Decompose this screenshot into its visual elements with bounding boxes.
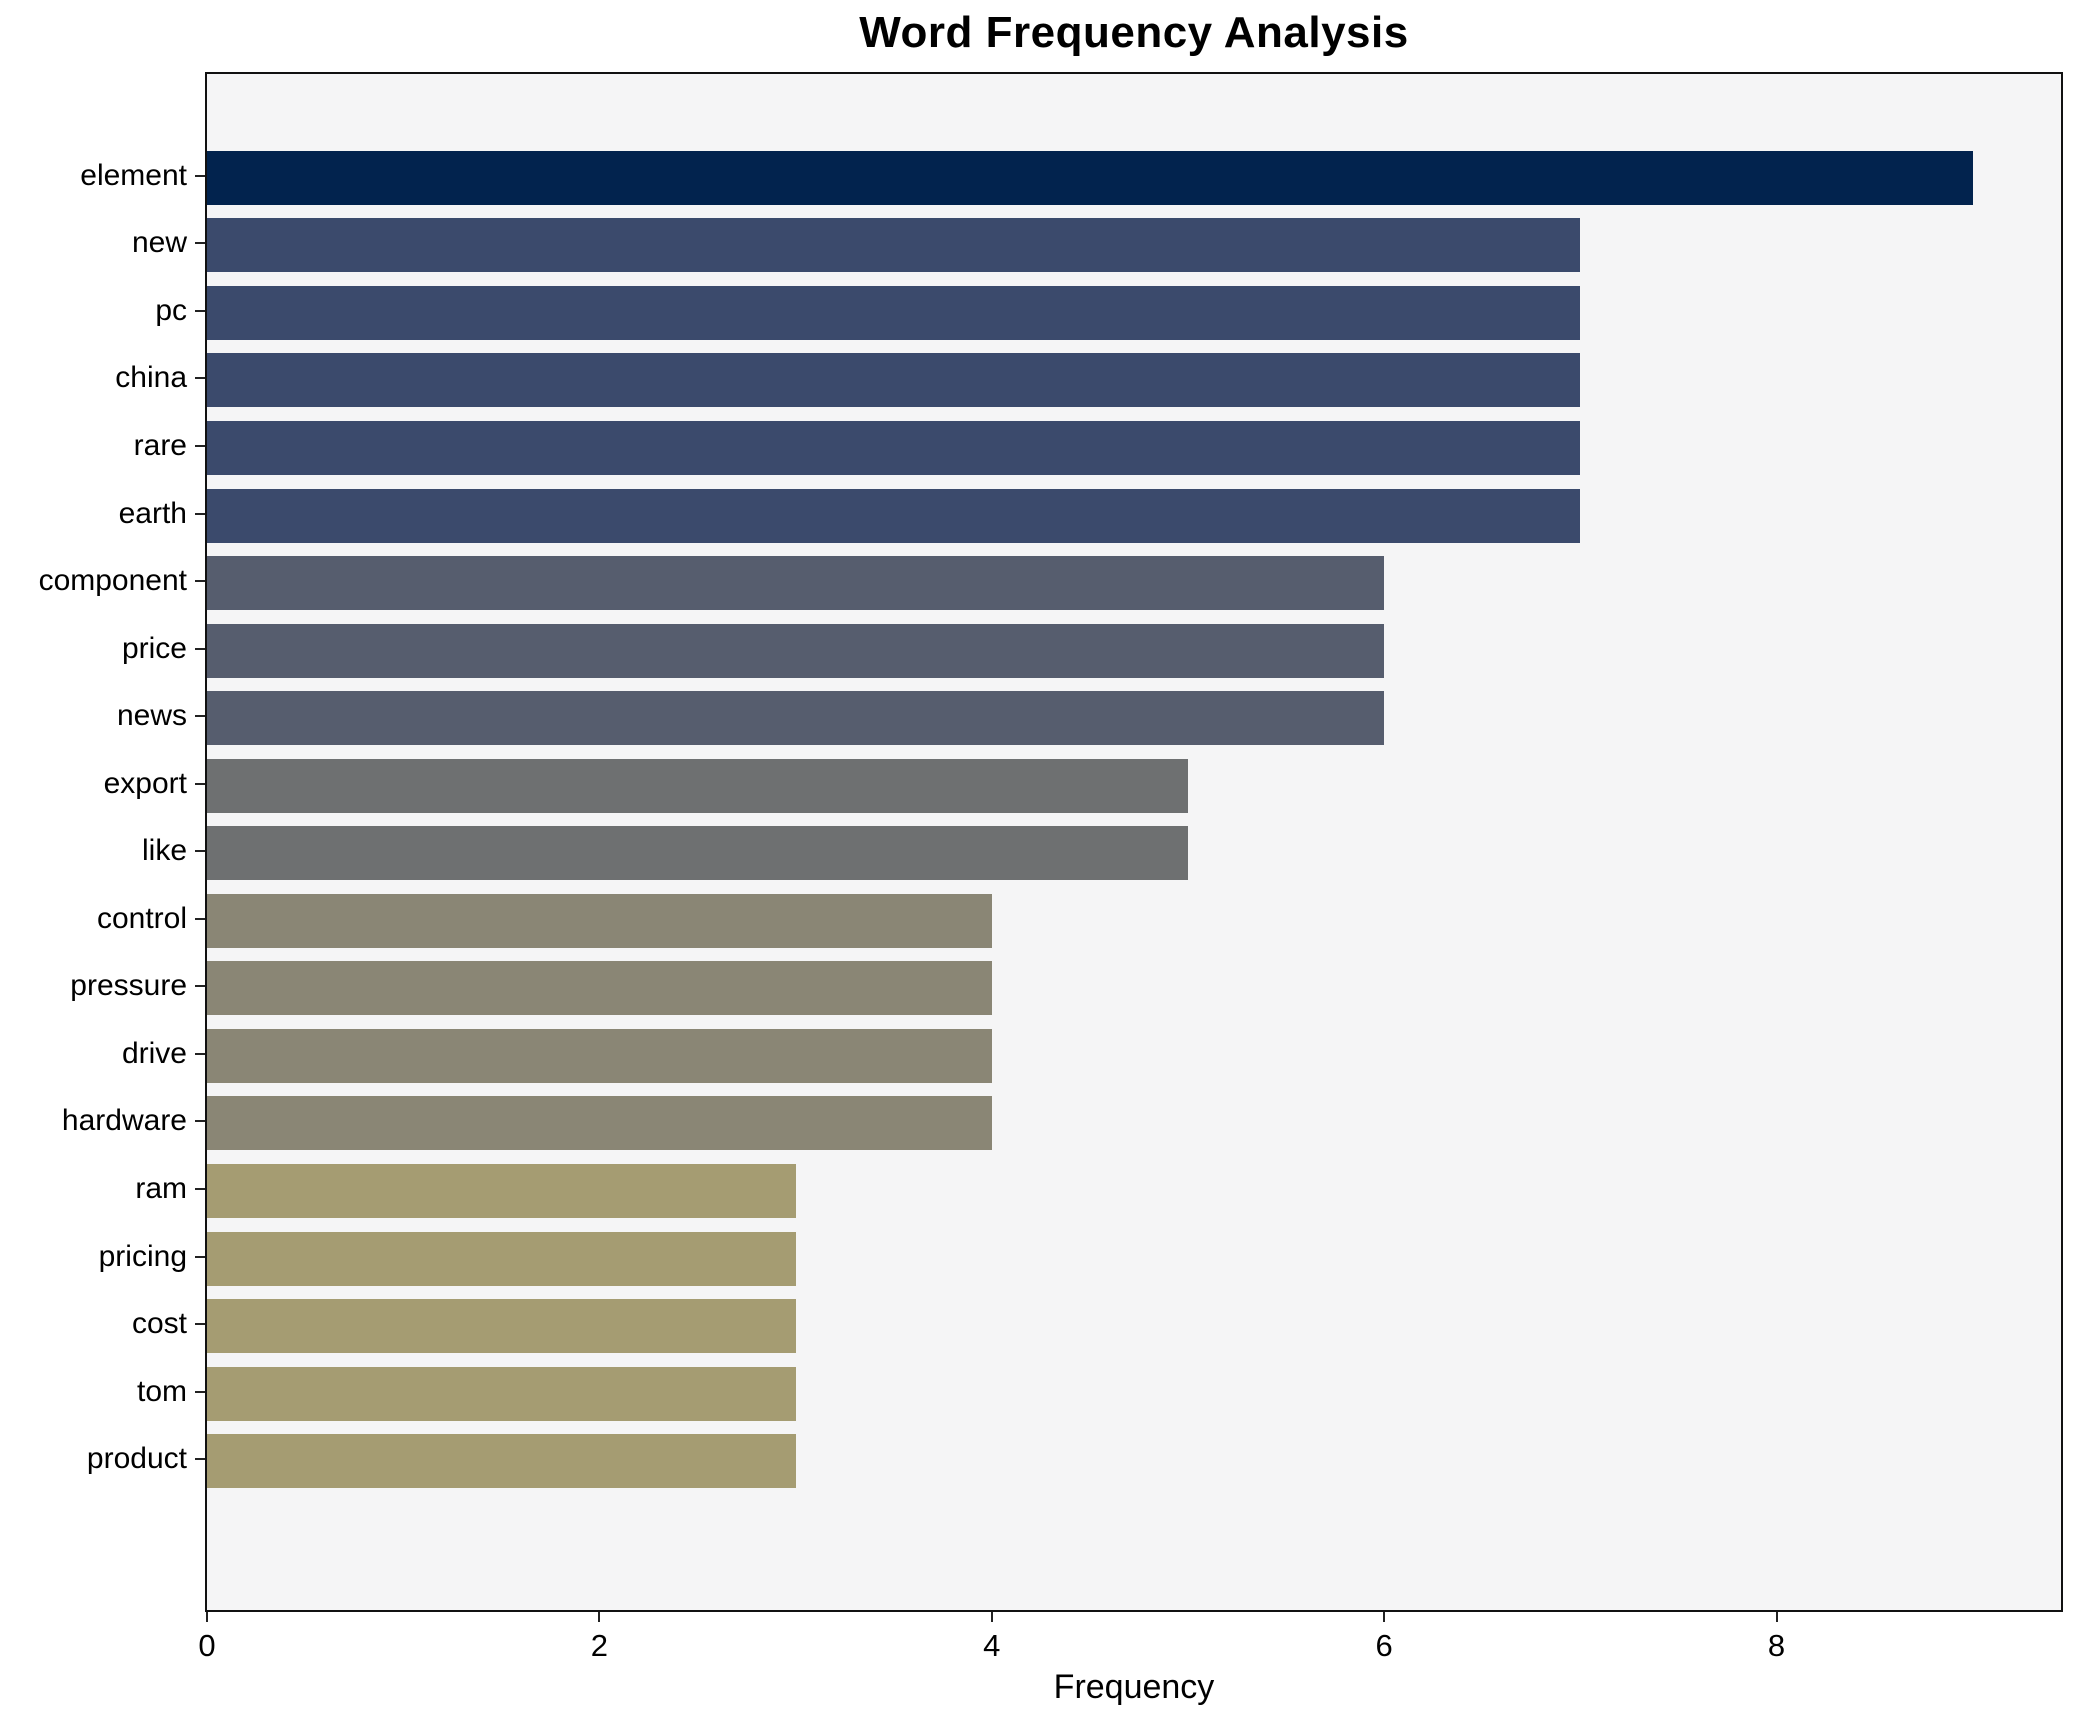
y-tick-mark xyxy=(195,1188,205,1191)
x-tick-mark xyxy=(1775,1612,1778,1622)
plot-area xyxy=(205,72,2063,1612)
bar-china xyxy=(207,353,1581,408)
y-tick-mark xyxy=(195,1323,205,1326)
y-tick-mark xyxy=(195,647,205,650)
bar-hardware xyxy=(207,1096,992,1151)
y-tick-label: news xyxy=(116,699,187,733)
bar-earth xyxy=(207,488,1581,543)
x-axis-label: Frequency xyxy=(1053,1668,1215,1706)
y-tick-mark xyxy=(195,580,205,583)
y-tick-label: cost xyxy=(131,1307,187,1341)
bar-element xyxy=(207,150,1973,205)
y-tick-label: new xyxy=(131,226,187,260)
y-tick-mark xyxy=(195,782,205,785)
y-tick-mark xyxy=(195,1052,205,1055)
bar-drive xyxy=(207,1028,992,1083)
y-tick-mark xyxy=(195,850,205,853)
y-tick-label: control xyxy=(96,901,187,935)
y-tick-mark xyxy=(195,444,205,447)
y-tick-label: china xyxy=(115,361,187,395)
y-tick-mark xyxy=(195,377,205,380)
y-tick-label: pricing xyxy=(98,1239,187,1273)
y-tick-mark xyxy=(195,715,205,718)
x-tick-label: 2 xyxy=(590,1628,608,1663)
y-tick-label: product xyxy=(86,1442,187,1476)
bar-cost xyxy=(207,1299,796,1354)
y-tick-label: pressure xyxy=(70,969,187,1003)
y-tick-mark xyxy=(195,242,205,245)
x-tick-mark xyxy=(990,1612,993,1622)
y-tick-label: element xyxy=(80,158,187,192)
bar-ram xyxy=(207,1164,796,1219)
y-tick-label: component xyxy=(38,564,187,598)
y-tick-label: export xyxy=(103,766,187,800)
y-tick-label: earth xyxy=(118,496,187,530)
y-tick-label: rare xyxy=(133,428,187,462)
y-tick-mark xyxy=(195,309,205,312)
y-tick-label: hardware xyxy=(61,1104,187,1138)
bar-component xyxy=(207,556,1385,611)
x-tick-mark xyxy=(598,1612,601,1622)
x-tick-label: 0 xyxy=(198,1628,216,1663)
x-tick-mark xyxy=(206,1612,208,1622)
y-tick-mark xyxy=(195,1458,205,1461)
bar-tom xyxy=(207,1366,796,1421)
bar-pc xyxy=(207,285,1581,340)
bar-price xyxy=(207,623,1385,678)
bar-news xyxy=(207,691,1385,746)
y-tick-mark xyxy=(195,1390,205,1393)
bar-pricing xyxy=(207,1231,796,1286)
y-tick-label: pc xyxy=(155,293,187,327)
y-tick-mark xyxy=(195,985,205,988)
y-tick-mark xyxy=(195,1255,205,1258)
y-tick-mark xyxy=(195,174,205,177)
x-tick-label: 6 xyxy=(1375,1628,1393,1663)
bar-rare xyxy=(207,420,1581,475)
bar-export xyxy=(207,758,1188,813)
bar-control xyxy=(207,893,992,948)
y-tick-label: tom xyxy=(136,1374,187,1408)
y-tick-mark xyxy=(195,1120,205,1123)
x-tick-label: 8 xyxy=(1767,1628,1786,1663)
bar-pressure xyxy=(207,961,992,1016)
y-tick-label: like xyxy=(141,834,187,868)
x-tick-mark xyxy=(1383,1612,1386,1622)
chart-title: Word Frequency Analysis xyxy=(859,8,1409,57)
y-tick-label: ram xyxy=(135,1172,187,1206)
y-tick-mark xyxy=(195,512,205,515)
y-tick-mark xyxy=(195,917,205,920)
y-tick-label: price xyxy=(121,631,187,665)
bar-product xyxy=(207,1434,796,1489)
x-tick-label: 4 xyxy=(983,1628,1001,1663)
y-tick-label: drive xyxy=(121,1036,187,1070)
bar-like xyxy=(207,826,1188,881)
bar-new xyxy=(207,218,1581,273)
